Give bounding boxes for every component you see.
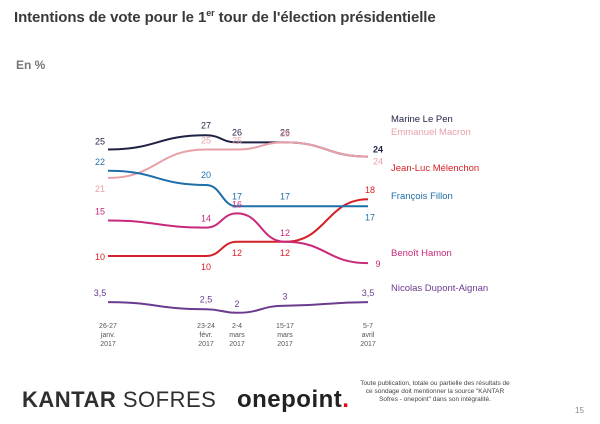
x-tick-2-line-1: mars	[229, 332, 245, 339]
x-tick-0-line-1: janv.	[100, 332, 115, 339]
onepoint-logo-dot: .	[342, 386, 350, 413]
emmanuel-macron-value-label-4: 24	[373, 157, 383, 167]
x-tick-3-line-2: 2017	[277, 341, 293, 348]
nicolas-dupont-aignan-value-label-4: 3,5	[362, 288, 375, 298]
emmanuel-macron-line	[107, 141, 369, 179]
x-tick-4-line-1: avril	[362, 332, 375, 339]
unit-label: En %	[16, 58, 46, 72]
publication-notice: Toute publication, totale ou partielle d…	[360, 380, 510, 403]
onepoint-logo: onepoint.	[237, 386, 349, 413]
francois-fillon-value-label-2: 17	[232, 191, 242, 201]
x-tick-1-line-1: févr.	[199, 332, 212, 339]
jean-luc-melenchon-line	[107, 198, 369, 258]
jean-luc-melenchon-value-label-0: 10	[95, 252, 105, 262]
x-tick-3-line-1: mars	[277, 332, 293, 339]
marine-le-pen-value-label-3: 26	[280, 127, 290, 137]
francois-fillon-line	[107, 169, 368, 208]
x-tick-4-line-0: 5-7	[363, 323, 373, 330]
chart-title: Intentions de vote pour le 1er tour de l…	[14, 8, 436, 26]
x-tick-0-line-2: 2017	[100, 341, 116, 348]
kantar-logo-bold: KANTAR	[22, 387, 117, 412]
jean-luc-melenchon-value-label-3: 12	[280, 248, 290, 258]
marine-le-pen-value-label-2: 26	[232, 127, 242, 137]
nicolas-dupont-aignan-value-label-2: 2	[234, 299, 239, 309]
x-tick-2-line-0: 2-4	[232, 323, 242, 330]
onepoint-logo-text: onepoint	[236, 386, 343, 413]
page-number: 15	[575, 406, 584, 415]
benoit-hamon-value-label-0: 15	[95, 207, 105, 217]
francois-fillon-value-label-0: 22	[95, 157, 105, 167]
jean-luc-melenchon-value-label-2: 12	[232, 248, 242, 258]
nicolas-dupont-aignan-legend: Nicolas Dupont-Aignan	[391, 283, 488, 294]
marine-le-pen-value-label-1: 27	[201, 120, 211, 130]
marine-le-pen-legend: Marine Le Pen	[391, 114, 453, 125]
x-tick-4-line-2: 2017	[360, 341, 376, 348]
benoit-hamon-legend: Benoît Hamon	[391, 248, 452, 259]
emmanuel-macron-value-label-1: 25	[201, 136, 211, 146]
nicolas-dupont-aignan-value-label-0: 3,5	[94, 288, 107, 298]
nicolas-dupont-aignan-value-label-3: 3	[282, 292, 287, 302]
marine-le-pen-value-label-4: 24	[373, 145, 383, 155]
francois-fillon-value-label-3: 17	[280, 191, 290, 201]
emmanuel-macron-value-label-3: 26	[280, 128, 290, 138]
jean-luc-melenchon-value-label-1: 10	[201, 262, 211, 272]
jean-luc-melenchon-legend: Jean-Luc Mélenchon	[391, 163, 479, 174]
benoit-hamon-line	[107, 212, 369, 265]
emmanuel-macron-value-label-2: 25	[232, 136, 242, 146]
marine-le-pen-value-label-0: 25	[95, 137, 105, 147]
footer-logos: KANTAR SOFRES onepoint.	[22, 386, 349, 414]
emmanuel-macron-legend: Emmanuel Macron	[391, 127, 471, 138]
x-tick-1-line-0: 23-24	[197, 323, 215, 330]
x-tick-1-line-2: 2017	[198, 341, 214, 348]
title-superscript: er	[206, 8, 215, 18]
title-rest: tour de l'élection présidentielle	[214, 9, 436, 26]
benoit-hamon-value-label-1: 14	[201, 214, 211, 224]
title-main: Intentions de vote pour le 1	[14, 9, 207, 26]
jean-luc-melenchon-value-label-4: 18	[365, 185, 375, 195]
x-tick-2-line-2: 2017	[229, 341, 245, 348]
francois-fillon-value-label-4: 17	[365, 212, 375, 222]
benoit-hamon-value-label-4: 9	[375, 259, 380, 269]
benoit-hamon-value-label-2: 16	[232, 199, 242, 209]
kantar-logo-light: SOFRES	[122, 387, 217, 412]
benoit-hamon-value-label-3: 12	[280, 228, 290, 238]
nicolas-dupont-aignan-line	[107, 301, 369, 314]
x-tick-3-line-0: 15-17	[276, 323, 294, 330]
nicolas-dupont-aignan-value-label-1: 2,5	[200, 294, 213, 304]
x-tick-0-line-0: 26-27	[99, 323, 117, 330]
francois-fillon-value-label-1: 20	[201, 170, 211, 180]
emmanuel-macron-value-label-0: 21	[95, 184, 105, 194]
francois-fillon-legend: François Fillon	[391, 191, 453, 202]
